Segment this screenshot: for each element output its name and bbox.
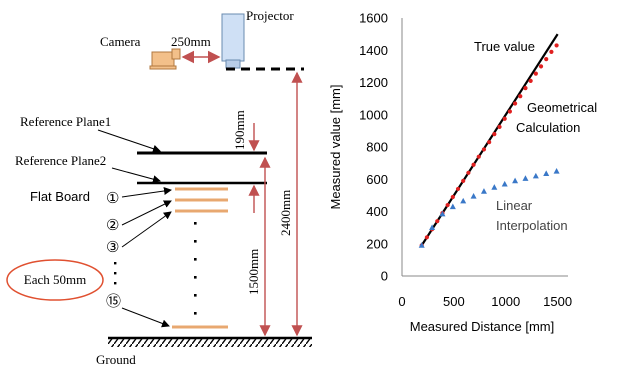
spacing-ellipse <box>6 259 104 301</box>
spacing-label: Each 50mm <box>24 272 86 287</box>
geometrical-calculation-point <box>544 57 549 62</box>
ground-hatch <box>108 339 312 347</box>
x-tick-label: 0 <box>398 294 405 309</box>
geometrical-calculation-point <box>502 116 507 121</box>
y-tick-label: 1400 <box>359 43 388 58</box>
geometrical-calculation-point <box>455 186 461 192</box>
x-tick-label: 500 <box>443 294 465 309</box>
y-tick-label: 1000 <box>359 107 388 122</box>
dim-2400-label: 2400mm <box>278 190 293 236</box>
board-number-3: ③ <box>106 240 119 256</box>
camera-label: Camera <box>100 34 141 49</box>
linear-interpolation-point <box>418 242 425 248</box>
linear-interpolation-point <box>480 188 487 194</box>
linear-interpolation-point <box>449 203 456 210</box>
linear-interpolation-point <box>439 210 446 217</box>
geometrical-calculation-point <box>492 132 497 137</box>
reference-plane-2-pointer <box>111 167 161 184</box>
linear-interpolation-point <box>460 197 467 204</box>
geometrical-calculation-point <box>528 78 533 83</box>
flat-board-label: Flat Board <box>30 189 90 204</box>
linear-interpolation-point <box>543 170 550 177</box>
linear-interpolation-point <box>429 224 436 231</box>
geometrical-calculation-point <box>450 194 455 200</box>
true-value-line <box>420 33 559 246</box>
y-tick-labels: 0 200 400 600 800 1000 1200 1400 1600 <box>359 11 388 284</box>
setup-diagram: Projector Camera 250mm Reference Plane1 … <box>6 8 312 367</box>
plot-series <box>418 33 560 248</box>
geometrical-calculation-point <box>481 147 487 152</box>
y-axis-label: Measured value [mm] <box>328 85 343 210</box>
geometrical-calculation-point <box>523 86 528 91</box>
y-tick-label: 0 <box>381 269 388 284</box>
chart: 0 500 1000 1500 0 200 400 600 800 1000 1200 1400 16… <box>328 11 601 335</box>
geometrical-calculation-point <box>554 43 559 48</box>
geometrical-calculation-point <box>461 178 466 183</box>
x-tick-label: 1500 <box>543 294 572 309</box>
x-tick-labels: 0 500 1000 1500 <box>398 294 572 309</box>
geometrical-calculation-point <box>471 162 476 167</box>
dim-1500-label: 1500mm <box>246 249 261 295</box>
linear-interpolation-point <box>470 192 477 199</box>
camera-icon <box>149 48 181 70</box>
linear-interpolation-point <box>512 177 519 184</box>
linear-interpolation-point <box>553 167 560 174</box>
linear-interpolation-point <box>501 180 508 187</box>
geometrical-calculation-point <box>549 49 554 54</box>
board-number-2: ② <box>106 218 119 234</box>
y-tick-label: 400 <box>366 204 388 219</box>
legend-geometrical-calculation: Geometrical Calculation <box>516 100 601 135</box>
geometrical-calculation-point <box>476 154 481 159</box>
ground-label: Ground <box>96 352 136 367</box>
y-tick-label: 1600 <box>359 11 388 26</box>
geometrical-calculation-point <box>533 71 538 76</box>
y-tick-label: 800 <box>366 140 388 155</box>
board-1-pointer <box>121 187 172 198</box>
reference-plane-1-pointer <box>97 129 161 153</box>
projector-label: Projector <box>246 8 294 23</box>
reference-plane-1-label: Reference Plane1 <box>20 114 111 129</box>
geometrical-calculation-point <box>512 101 518 106</box>
geometrical-calculation-point <box>466 170 471 175</box>
board-number-1: ① <box>106 191 119 207</box>
y-tick-label: 200 <box>366 236 388 251</box>
board-ellipsis-dots <box>194 222 197 315</box>
geometrical-calculation-point <box>507 109 512 114</box>
geometrical-calculation-point <box>445 202 450 208</box>
board-2-pointer <box>121 200 172 226</box>
linear-interpolation-point <box>491 184 498 190</box>
x-axis-label: Measured Distance [mm] <box>410 319 555 334</box>
legend-true-value: True value <box>474 39 535 54</box>
linear-interpolation-point <box>532 172 539 179</box>
number-ellipsis-dots <box>114 262 117 285</box>
geometrical-calculation-point <box>435 219 440 224</box>
board-3-pointer <box>121 211 172 248</box>
geometrical-calculation-point <box>487 140 492 145</box>
geometrical-calculation-point <box>518 94 523 99</box>
camera-distance-label: 250mm <box>171 34 211 49</box>
linear-interpolation-point <box>522 175 529 181</box>
y-tick-label: 600 <box>366 172 388 187</box>
geometrical-calculation-point <box>538 64 544 69</box>
board-number-15: ⑮ <box>106 293 121 310</box>
geometrical-calculation-point <box>497 124 502 129</box>
y-tick-label: 1200 <box>359 75 388 90</box>
reference-plane-2-label: Reference Plane2 <box>15 153 106 168</box>
board-15-pointer <box>121 307 170 328</box>
geometrical-calculation-point <box>424 235 429 240</box>
legend-linear-interpolation: Linear Interpolation <box>496 198 568 233</box>
projector-icon <box>221 13 245 69</box>
dim-190-label: 190mm <box>232 110 247 150</box>
x-tick-label: 1000 <box>491 294 520 309</box>
